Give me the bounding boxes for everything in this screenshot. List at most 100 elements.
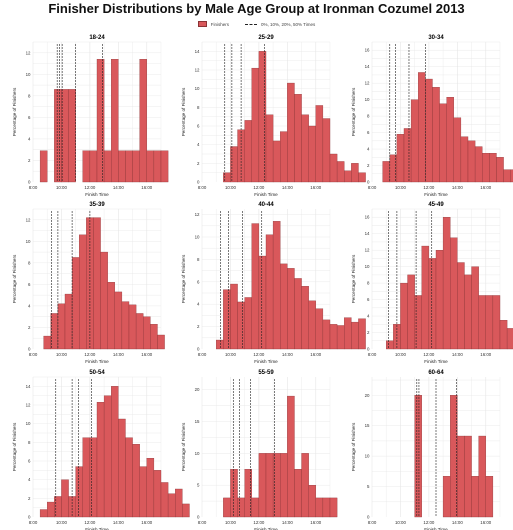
panel-5-y-tick-label: 6 [197,279,200,284]
panel-1-bar [103,150,112,183]
panel-2-bar [251,67,260,183]
panel-8-x-axis-label: Finish Time [254,527,278,530]
panel-9-y-tick-label: 20 [365,393,370,398]
panel-4-bar [107,282,115,350]
panel-7-bar [103,395,112,518]
panel-5-bar [216,339,224,350]
panel-5-bar [265,234,274,350]
panel-4-y-tick-label: 8 [28,260,31,265]
panel-1-y-tick-label: 2 [28,158,31,163]
panel-6-bar [464,274,472,350]
panel-5-bar [351,321,359,350]
panel-6-bar [457,262,465,350]
panel-2-bar [322,118,331,183]
panel-2-bar [308,125,316,183]
panel-2-bar [272,140,281,183]
panel-2-bar [244,120,252,183]
panel-9-x-tick-label: 16:00 [480,520,492,525]
panel-8-x-tick-label: 14:00 [282,520,294,525]
panel-4-bar [71,257,80,350]
panel-9-x-tick-label: 10:00 [395,520,407,525]
panel-1-title: 18-24 [89,35,105,41]
panel-8-bar [287,395,295,518]
panel-9-title: 60-64 [428,370,444,376]
panel-4-x-tick-label: 10:00 [56,352,68,357]
panel-9-bar [457,435,465,518]
panel-7-bar [139,466,147,518]
panel-3-title: 30-34 [428,35,444,41]
panel-2-bar [280,131,288,183]
panel-5-bar [258,255,267,350]
panel-1-y-tick-label: 4 [28,136,31,141]
panel-2-y-tick-label: 0 [197,180,200,185]
panel-3-bar [474,146,483,183]
panel-4-y-tick-label: 6 [28,282,31,287]
panel-9-x-tick-label: 12:00 [423,520,435,525]
panel-9-y-tick-label: 10 [365,454,370,459]
panel-5-bar [329,324,338,350]
panel-4-bar [114,291,123,350]
panel-4-bar [50,313,59,350]
legend-entry-bars: Finishers [197,21,229,27]
panel-8-bar [258,453,267,518]
panel-1-y-tick-label: 12 [26,50,31,55]
panel-9-bar [485,476,494,518]
panel-5-x-axis-label: Finish Time [254,359,278,364]
legend-line-label: 0%, 10%, 20%, 50% Times [260,21,316,27]
panel-5-bar [322,319,331,350]
panel-2-x-tick-label: 16:00 [310,185,322,190]
panel-1-y-tick-label: 10 [26,72,31,77]
panel-6-bar [471,266,479,350]
panel-8-x-tick-label: 12:00 [253,520,265,525]
panel-8-title: 55-59 [258,370,274,376]
panel-2-x-tick-label: 8:00 [198,185,207,190]
panel-2-bar [294,94,302,183]
panel-7-x-tick-label: 10:00 [56,520,68,525]
panel-6-x-tick-label: 12:00 [423,352,435,357]
panel-5-x-tick-label: 16:00 [310,352,322,357]
panel-1-bar [54,89,62,183]
panel-4-bar [43,335,51,350]
panel-9-y-tick-label: 15 [365,423,370,428]
panel-1-bar [111,59,119,183]
panel-4-bar [128,304,137,350]
panel-1-bar [118,150,126,183]
panel-8-bar [223,497,231,518]
panel-2-y-tick-label: 2 [197,161,200,166]
panel-6-title: 45-49 [428,202,444,208]
panel-9-y-tick-label: 0 [367,515,370,520]
panel-5-y-tick-label: 2 [197,324,200,329]
panel-1-bar [125,150,133,183]
panel-6-bar [407,274,415,350]
panel-9-bar [471,476,479,518]
panel-5-bar [336,325,345,350]
panel-2-bar [258,51,267,183]
panel-5-bar [308,300,316,350]
panel-1-x-tick-label: 16:00 [141,185,153,190]
panel-6-bar [485,295,494,350]
panel-6-y-tick-label: 14 [365,231,370,236]
panel-6-x-tick-label: 10:00 [395,352,407,357]
panel-5-bar [344,317,352,350]
panel-6-x-axis-label: Finish Time [424,359,448,364]
panel-6-bar [428,258,437,350]
panel-4-bar [121,301,130,350]
panel-7-y-tick-label: 14 [26,384,31,389]
panel-7-bar [54,496,62,518]
panel-7-y-tick-label: 0 [28,515,31,520]
panel-6-bar [478,295,486,350]
panel-7-bar [153,470,162,518]
panel-2-y-tick-label: 14 [195,49,200,54]
panel-1-x-tick-label: 14:00 [113,185,125,190]
panel-2-x-tick-label: 14:00 [282,185,294,190]
panel-3-bar [482,153,490,183]
panel-6-bar [506,328,513,350]
panel-8-y-tick-label: 0 [197,515,200,520]
panel-2-bar [336,161,345,183]
panel-5-bar [358,318,366,350]
panel-1-bar [153,150,162,183]
panel-7-bar [96,402,105,518]
panel-8-y-tick-label: 15 [195,419,200,424]
panel-4-bar [57,303,66,350]
panel-6-x-tick-label: 14:00 [452,352,464,357]
